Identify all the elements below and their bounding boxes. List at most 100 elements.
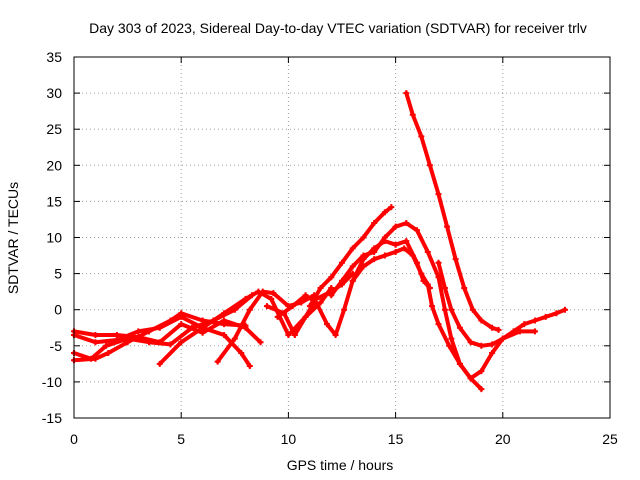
data-point-marker xyxy=(441,306,448,313)
data-point-marker xyxy=(388,204,395,211)
data-point-marker xyxy=(418,133,425,140)
series-track-l xyxy=(404,91,501,332)
y-tick-label: 15 xyxy=(46,193,62,209)
data-point-marker xyxy=(381,209,388,216)
grid-lines xyxy=(74,57,610,418)
data-point-marker xyxy=(349,263,356,270)
data-point-marker xyxy=(510,328,517,335)
data-point-marker xyxy=(478,342,485,349)
data-point-marker xyxy=(306,303,313,310)
data-point-marker xyxy=(467,375,474,382)
data-point-marker xyxy=(146,339,153,346)
data-point-marker xyxy=(349,245,356,252)
data-point-marker xyxy=(553,310,560,317)
data-point-marker xyxy=(448,335,455,342)
x-tick-label: 0 xyxy=(70,431,78,447)
data-point-marker xyxy=(178,310,185,317)
data-point-marker xyxy=(478,317,485,324)
data-point-marker xyxy=(429,303,436,310)
data-point-marker xyxy=(456,324,463,331)
data-point-marker xyxy=(135,328,142,335)
y-tick-label: 35 xyxy=(46,49,62,65)
data-point-marker xyxy=(242,295,249,302)
data-point-marker xyxy=(268,295,275,302)
data-point-marker xyxy=(188,324,195,331)
data-point-marker xyxy=(270,290,277,297)
data-point-marker xyxy=(328,274,335,281)
y-tick-label: -15 xyxy=(42,410,62,426)
data-point-marker xyxy=(124,335,131,342)
data-point-marker xyxy=(452,256,459,263)
data-point-marker xyxy=(424,248,431,255)
data-point-marker xyxy=(381,234,388,241)
data-point-marker xyxy=(489,341,496,348)
y-tick-label: 30 xyxy=(46,85,62,101)
data-point-marker xyxy=(424,281,431,288)
data-point-marker xyxy=(418,270,425,277)
data-point-marker xyxy=(446,342,453,349)
data-point-marker xyxy=(495,326,502,333)
data-point-marker xyxy=(371,256,378,263)
x-tick-label: 20 xyxy=(495,431,511,447)
data-point-marker xyxy=(323,321,330,328)
data-point-marker xyxy=(238,350,245,357)
data-point-marker xyxy=(263,303,270,310)
data-point-marker xyxy=(341,306,348,313)
data-point-marker xyxy=(403,220,410,227)
data-point-marker xyxy=(246,363,253,370)
data-point-marker xyxy=(403,90,410,97)
data-point-marker xyxy=(561,306,568,313)
data-point-marker xyxy=(113,331,120,338)
data-point-marker xyxy=(231,335,238,342)
data-point-marker xyxy=(456,360,463,367)
data-point-marker xyxy=(360,263,367,270)
data-point-marker xyxy=(467,339,474,346)
data-point-marker xyxy=(302,313,309,320)
y-tick-label: 10 xyxy=(46,230,62,246)
data-point-marker xyxy=(221,310,228,317)
y-tick-label: 25 xyxy=(46,121,62,137)
data-series-group xyxy=(71,90,568,393)
data-point-marker xyxy=(409,252,416,259)
y-tick-label: -10 xyxy=(42,374,62,390)
data-point-marker xyxy=(92,339,99,346)
data-point-marker xyxy=(289,303,296,310)
data-point-marker xyxy=(246,306,253,313)
x-tick-label: 15 xyxy=(388,431,404,447)
data-point-marker xyxy=(259,288,266,295)
data-point-marker xyxy=(349,277,356,284)
x-tick-label: 5 xyxy=(177,431,185,447)
data-point-marker xyxy=(392,248,399,255)
series-track-m xyxy=(436,260,567,348)
data-point-marker xyxy=(214,358,221,365)
data-point-marker xyxy=(92,331,99,338)
y-tick-label: 5 xyxy=(54,266,62,282)
y-axis-label: SDTVAR / TECUs xyxy=(5,182,21,294)
data-point-marker xyxy=(409,111,416,118)
data-point-marker xyxy=(274,313,281,320)
data-point-marker xyxy=(448,306,455,313)
data-point-marker xyxy=(339,259,345,266)
data-point-marker xyxy=(360,234,367,241)
x-tick-label: 25 xyxy=(602,431,618,447)
data-point-marker xyxy=(478,386,485,393)
data-point-marker xyxy=(156,360,163,367)
chart-title: Day 303 of 2023, Sidereal Day-to-day VTE… xyxy=(89,20,587,36)
y-tick-label: 0 xyxy=(54,302,62,318)
data-point-marker xyxy=(178,339,185,346)
data-point-marker xyxy=(167,317,174,324)
data-point-marker xyxy=(441,285,448,292)
y-tick-label: 20 xyxy=(46,157,62,173)
data-point-marker xyxy=(360,252,367,259)
data-point-marker xyxy=(435,321,442,328)
data-point-marker xyxy=(146,328,153,335)
data-point-marker xyxy=(542,313,549,320)
series-track-k xyxy=(350,246,484,392)
data-point-marker xyxy=(199,329,206,336)
data-point-marker xyxy=(339,277,345,284)
data-point-marker xyxy=(392,241,399,248)
data-point-marker xyxy=(317,285,324,292)
data-point-marker xyxy=(291,331,298,338)
y-tick-label: -5 xyxy=(50,338,63,354)
data-point-marker xyxy=(435,191,442,198)
